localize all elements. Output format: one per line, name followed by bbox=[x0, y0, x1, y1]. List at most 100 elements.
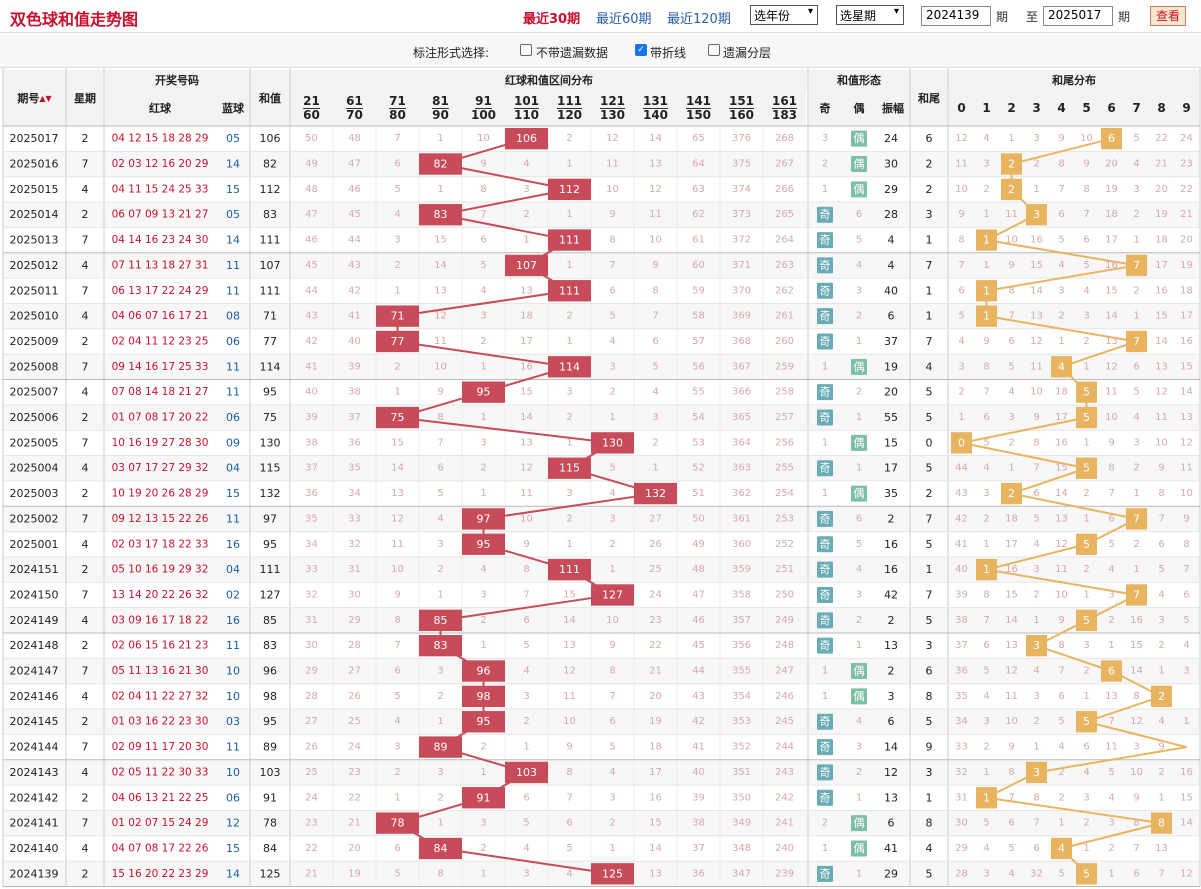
even-miss-value: 4 bbox=[856, 260, 862, 271]
tail-miss-value: 13 bbox=[1105, 336, 1118, 347]
dist-miss-value: 244 bbox=[775, 742, 794, 753]
amplitude-cell: 6 bbox=[888, 817, 895, 830]
dist-miss-value: 38 bbox=[692, 818, 705, 829]
sum-cell: 96 bbox=[263, 665, 277, 678]
dist-miss-value: 362 bbox=[732, 488, 751, 499]
from-issue-input[interactable]: 2024139 bbox=[921, 6, 991, 26]
dist-miss-value: 10 bbox=[520, 513, 533, 524]
range-lower: 111 bbox=[556, 93, 583, 109]
tail-miss-value: 5 bbox=[1133, 387, 1139, 398]
even-badge-text: 偶 bbox=[854, 817, 865, 830]
tail-header-8: 8 bbox=[1149, 90, 1174, 126]
polyline-checkbox[interactable]: ✓ bbox=[635, 44, 647, 56]
period-select[interactable]: 选星期 ▾ bbox=[836, 5, 904, 25]
recent-30-link[interactable]: 最近30期 bbox=[523, 12, 581, 27]
no-missing-checkbox[interactable] bbox=[520, 44, 532, 56]
tail-miss-value: 4 bbox=[983, 463, 989, 474]
dist-miss-value: 39 bbox=[348, 361, 361, 372]
tail-miss-value: 4 bbox=[1108, 792, 1114, 803]
tail-miss-value: 20 bbox=[1180, 235, 1193, 246]
sort-icon[interactable]: ▲▼ bbox=[39, 93, 52, 103]
dist-miss-value: 245 bbox=[775, 716, 794, 727]
odd-badge bbox=[817, 282, 833, 299]
dist-miss-value: 243 bbox=[775, 767, 794, 778]
odd-miss-value: 1 bbox=[822, 691, 828, 702]
missing-layer-checkbox[interactable] bbox=[708, 44, 720, 56]
sum-cell: 98 bbox=[263, 690, 277, 703]
odd-miss-value: 1 bbox=[822, 361, 828, 372]
col-dist-header: 红球和值区间分布 bbox=[290, 70, 808, 90]
odd-badge-text: 奇 bbox=[820, 791, 831, 804]
amplitude-cell: 13 bbox=[884, 791, 898, 804]
dist-miss-value: 36 bbox=[305, 488, 318, 499]
recent-120-link[interactable]: 最近120期 bbox=[667, 12, 731, 27]
tail-miss-value: 5 bbox=[1008, 843, 1014, 854]
range-header-131-140: 131 140 bbox=[634, 90, 677, 126]
dist-miss-value: 4 bbox=[437, 513, 443, 524]
tail-miss-value: 15 bbox=[1130, 640, 1143, 651]
blue-ball-cell: 12 bbox=[226, 817, 240, 830]
dist-miss-value: 53 bbox=[692, 437, 705, 448]
dist-miss-value: 2 bbox=[523, 716, 529, 727]
dist-miss-value: 368 bbox=[732, 336, 751, 347]
dist-miss-value: 6 bbox=[394, 159, 400, 170]
sum-hit-cell bbox=[419, 609, 462, 631]
tail-hit-value: 0 bbox=[958, 436, 965, 449]
dist-miss-value: 45 bbox=[692, 640, 705, 651]
tail-miss-value: 5 bbox=[1058, 235, 1064, 246]
tail-miss-value: 12 bbox=[1105, 361, 1118, 372]
dist-miss-value: 23 bbox=[305, 818, 318, 829]
red-balls-cell: 01 02 07 15 24 29 bbox=[112, 817, 209, 829]
amplitude-cell: 35 bbox=[884, 487, 898, 500]
sum-cell: 77 bbox=[263, 335, 277, 348]
weekday-cell: 7 bbox=[82, 436, 89, 449]
tail-miss-value: 4 bbox=[1158, 716, 1164, 727]
odd-badge bbox=[817, 510, 833, 527]
dist-miss-value: 6 bbox=[523, 792, 529, 803]
sum-hit-value: 91 bbox=[477, 791, 491, 804]
odd-badge bbox=[817, 561, 833, 578]
year-select[interactable]: 选年份 ▾ bbox=[750, 5, 818, 25]
tail-cell: 9 bbox=[926, 741, 933, 754]
col-issue-header[interactable]: 期号 ▲▼ bbox=[3, 70, 66, 126]
to-issue-input[interactable]: 2025017 bbox=[1043, 6, 1113, 26]
sum-hit-value: 130 bbox=[602, 436, 623, 449]
issue-cell: 2024144 bbox=[10, 741, 59, 754]
dist-miss-value: 370 bbox=[732, 285, 751, 296]
even-miss-value: 4 bbox=[856, 716, 862, 727]
recent-60-link[interactable]: 最近60期 bbox=[596, 12, 652, 27]
dist-miss-value: 13 bbox=[391, 488, 404, 499]
dist-miss-value: 369 bbox=[732, 311, 751, 322]
even-badge bbox=[851, 688, 867, 705]
odd-miss-value: 1 bbox=[822, 437, 828, 448]
query-button[interactable]: 查看 bbox=[1150, 6, 1186, 26]
dist-miss-value: 3 bbox=[394, 235, 400, 246]
options-label: 标注形式选择: bbox=[413, 46, 490, 60]
tail-miss-value: 11 bbox=[1105, 742, 1118, 753]
dist-miss-value: 50 bbox=[305, 133, 318, 144]
tail-miss-value: 2 bbox=[1083, 336, 1089, 347]
tail-hit-value: 4 bbox=[1058, 842, 1065, 855]
dist-miss-value: 1 bbox=[523, 742, 529, 753]
tail-miss-value: 8 bbox=[1158, 488, 1164, 499]
sum-hit-cell bbox=[419, 736, 462, 758]
dist-miss-value: 5 bbox=[609, 311, 615, 322]
tail-miss-value: 7 bbox=[1133, 843, 1139, 854]
issue-cell: 2024145 bbox=[10, 715, 59, 728]
issue-cell: 2025009 bbox=[10, 335, 59, 348]
col-blue-header: 蓝球 bbox=[216, 90, 250, 126]
amplitude-cell: 55 bbox=[884, 411, 898, 424]
tail-miss-value: 3 bbox=[958, 361, 964, 372]
dist-miss-value: 251 bbox=[775, 564, 794, 575]
tail-hit-cell bbox=[1126, 508, 1147, 530]
dist-miss-value: 268 bbox=[775, 133, 794, 144]
sum-hit-cell bbox=[376, 406, 419, 429]
red-balls-cell: 04 11 15 24 25 33 bbox=[112, 183, 209, 195]
tail-miss-value: 1 bbox=[1058, 336, 1064, 347]
even-miss-value: 3 bbox=[856, 742, 862, 753]
tail-hit-cell bbox=[1126, 330, 1147, 353]
blue-ball-cell: 14 bbox=[226, 158, 240, 171]
dist-miss-value: 4 bbox=[609, 488, 615, 499]
dist-miss-value: 3 bbox=[437, 767, 443, 778]
tail-miss-value: 1 bbox=[1083, 437, 1089, 448]
